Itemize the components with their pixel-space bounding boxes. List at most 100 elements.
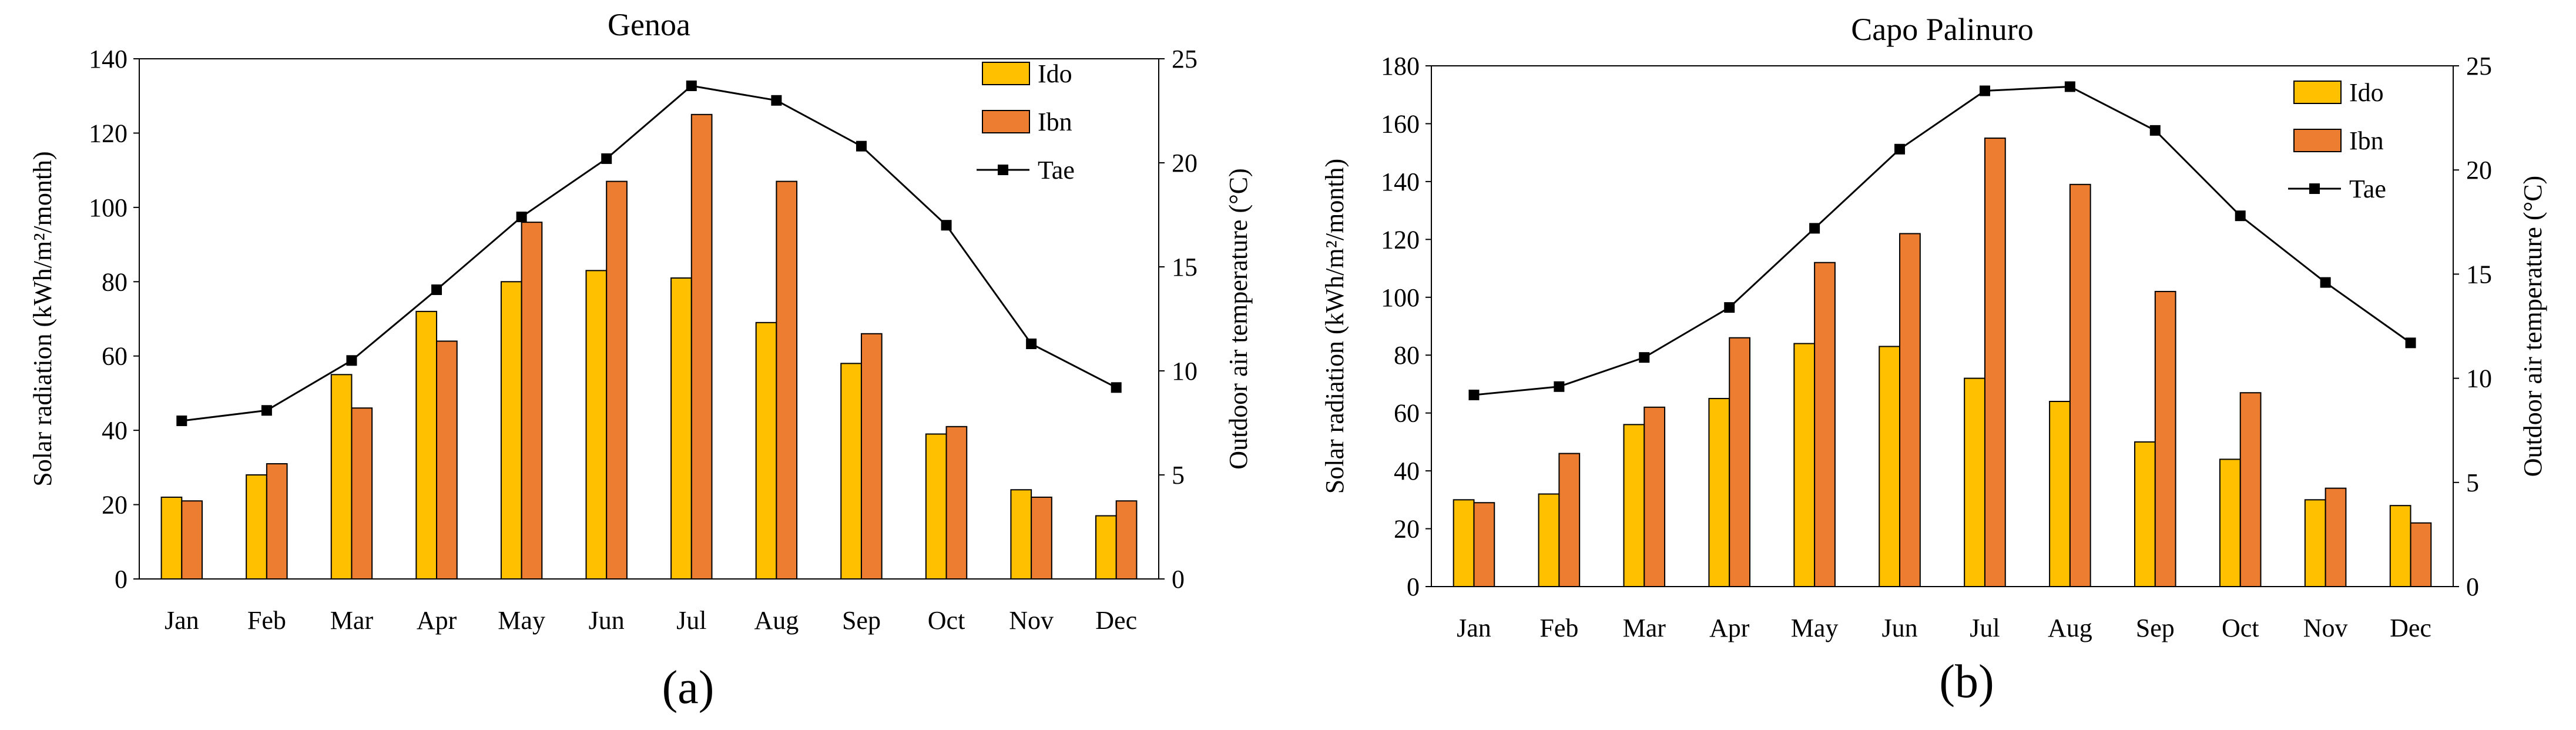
marker-tae [1639,352,1650,363]
marker-tae [601,153,612,164]
marker-tae [176,415,187,426]
bar-ibn [1984,138,2006,588]
bar-ibn [181,500,203,580]
legend-label-ido: Ido [2349,78,2384,107]
x-tick-label: Jun [1881,614,1917,642]
marker-tae [941,220,952,231]
bar-ido [2219,458,2241,588]
chart-capo-palinuro: Capo Palinuro 0 20 40 60 80 100 120 140 160 180 0 5 1… [1288,0,2576,727]
bar-ibn [521,222,543,580]
x-tick-label: Aug [2048,614,2092,642]
bar-ibn [2325,487,2347,588]
x-tick-label: May [1791,614,1839,642]
marker-tae [2064,81,2075,92]
bar-ibn [266,463,288,580]
y2-tick-label: 20 [2466,156,2492,185]
line-tae [182,85,1117,422]
marker-tae [686,81,697,92]
bar-ido [1010,489,1032,580]
marker-tae [2235,210,2246,222]
line-tae [1474,85,2411,396]
chart-title: Genoa [608,7,690,42]
bar-ibn [351,407,373,580]
bar-ido [1964,377,1985,587]
legend-marker-tae [998,165,1008,175]
y-tick-label: 140 [1381,168,1420,196]
bar-ibn [1899,233,1921,587]
x-tick-label: Jul [676,606,706,635]
bar-ido [2389,505,2411,588]
y2-tick-label: 25 [1172,45,1198,73]
y-tick-label: 120 [89,119,128,148]
bar-ido [2049,400,2071,587]
bar-ido [925,433,947,580]
marker-tae [1026,338,1037,349]
x-tick-label: Aug [754,606,799,635]
legend-swatch-ibn [982,110,1030,133]
y-tick-label: 100 [1381,283,1420,312]
bar-ibn [1814,262,1836,587]
legend-label-ibn: Ibn [1038,108,1072,136]
bar-ido [246,474,267,580]
legend-swatch-ibn [2293,129,2342,152]
bar-ido [1623,424,1645,587]
x-tick-label: Sep [842,606,881,635]
y2-tick-label: 5 [1172,461,1185,490]
x-tick-label: Jun [589,606,625,635]
bar-ibn [1115,500,1138,580]
bar-ibn [1729,337,1750,587]
x-tick-label: Nov [2303,614,2348,642]
bar-ido [1095,515,1117,580]
x-tick-label: Oct [928,606,965,635]
bar-ibn [1558,453,1581,587]
legend-label-tae: Tae [1038,156,1075,185]
marker-tae [346,355,357,366]
marker-tae [1979,85,1990,96]
bar-ido [1538,493,1560,587]
bar-ido [755,322,777,580]
bar-ibn [2154,290,2176,587]
x-tick-label: Nov [1009,606,1054,635]
y-tick-label: 160 [1381,109,1420,138]
y-tick-label: 60 [102,342,128,371]
x-tick-label: Oct [2222,614,2259,642]
y2-tick-label: 15 [1172,253,1198,282]
marker-tae [1468,389,1480,400]
x-tick-label: Jan [165,606,199,635]
legend-marker-tae [2309,183,2320,194]
y-tick-label: 80 [102,267,128,296]
x-tick-label: Mar [1623,614,1666,642]
y-tick-label: 20 [102,491,128,520]
marker-tae [2405,337,2416,349]
legend-swatch-ido [982,62,1030,85]
bar-ibn [1031,496,1052,580]
bar-ibn [2239,392,2262,587]
y2-tick-label: 15 [2466,260,2492,289]
bar-ido [670,277,692,580]
y-axis-title: Solar radiation (kWh/m²/month) [1320,159,1349,494]
bar-ibn [860,333,883,580]
legend-swatch-ido [2293,81,2342,104]
y2-tick-label: 20 [1172,149,1198,178]
panel-label-b: (b) [1939,656,1994,708]
bar-ido [2304,499,2326,587]
legend-label-ido: Ido [1038,59,1072,88]
y-tick-label: 60 [1394,399,1420,428]
plot-area-frame [1431,65,2454,587]
bar-ido [330,374,353,580]
y2-axis-title: Outdoor air temperature (°C) [1224,168,1253,469]
x-tick-label: May [498,606,545,635]
legend-label-tae: Tae [2349,175,2386,203]
x-tick-label: Apr [417,606,457,635]
bar-ibn [2069,183,2091,587]
chart-genoa: Genoa 0 20 40 60 80 100 120 140 0 5 10 15 20 25 Solar r… [0,0,1288,727]
chart-title: Capo Palinuro [1851,12,2033,47]
y-tick-label: 180 [1381,52,1420,81]
chart-capo-palinuro-svg: Capo Palinuro 0 20 40 60 80 100 120 140 160 180 0 5 1… [1320,12,2547,642]
bar-ido [1708,398,1730,587]
x-tick-label: Feb [1539,614,1578,642]
bar-ido [2134,441,2156,588]
y2-tick-label: 10 [2466,364,2492,393]
bar-ido [1793,343,1816,587]
y-tick-label: 40 [102,416,128,445]
